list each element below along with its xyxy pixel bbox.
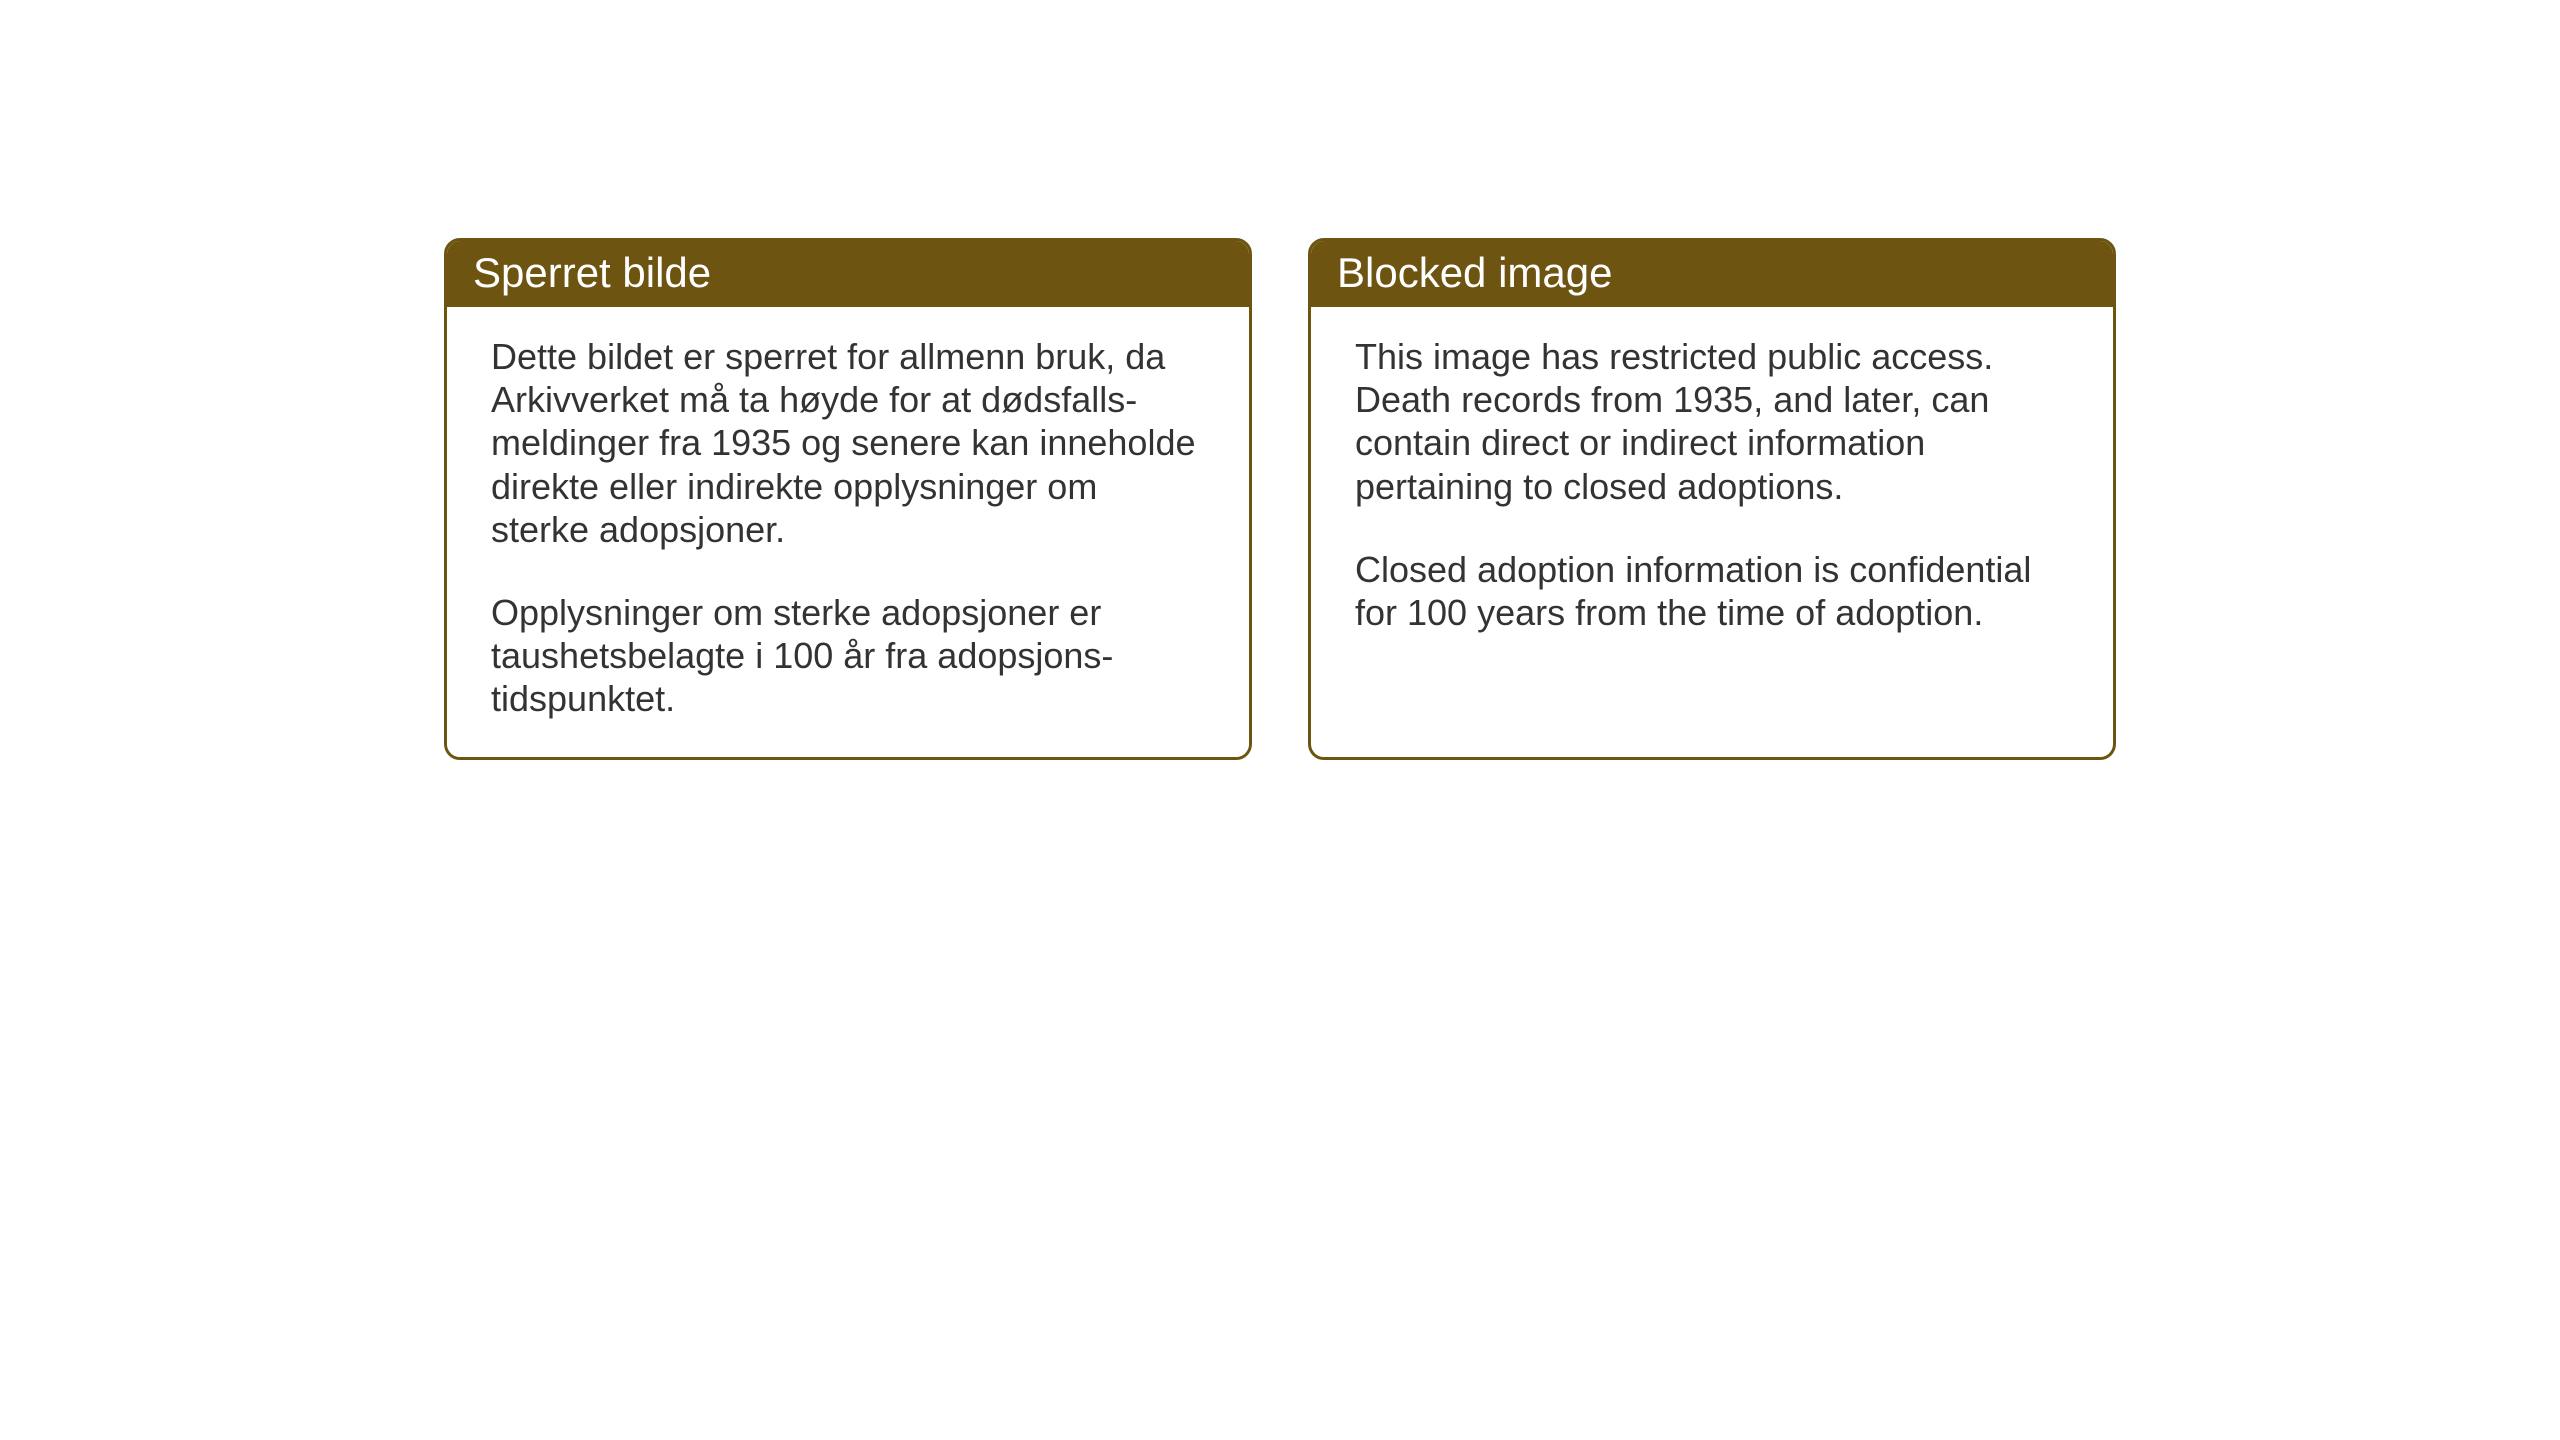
english-notice-card: Blocked image This image has restricted … xyxy=(1308,238,2116,760)
norwegian-notice-card: Sperret bilde Dette bildet er sperret fo… xyxy=(444,238,1252,760)
english-card-title: Blocked image xyxy=(1311,241,2113,307)
norwegian-paragraph-1: Dette bildet er sperret for allmenn bruk… xyxy=(491,335,1205,551)
english-card-body: This image has restricted public access.… xyxy=(1311,307,2113,670)
cards-container: Sperret bilde Dette bildet er sperret fo… xyxy=(444,238,2116,760)
english-paragraph-2: Closed adoption information is confident… xyxy=(1355,548,2069,634)
norwegian-card-body: Dette bildet er sperret for allmenn bruk… xyxy=(447,307,1249,757)
norwegian-card-title: Sperret bilde xyxy=(447,241,1249,307)
english-paragraph-1: This image has restricted public access.… xyxy=(1355,335,2069,508)
norwegian-paragraph-2: Opplysninger om sterke adopsjoner er tau… xyxy=(491,591,1205,721)
